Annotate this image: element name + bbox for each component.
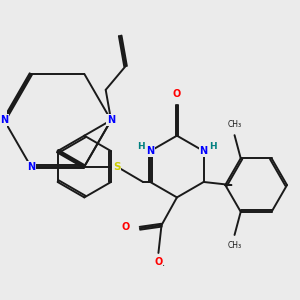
Text: CH₃: CH₃ — [227, 120, 242, 129]
Text: CH₃: CH₃ — [227, 241, 242, 250]
Text: O: O — [154, 257, 163, 267]
Text: N: N — [107, 115, 115, 125]
Text: N: N — [146, 146, 154, 156]
Text: S: S — [113, 161, 121, 172]
Text: H: H — [137, 142, 145, 151]
Text: H: H — [209, 142, 217, 151]
Text: O: O — [173, 89, 181, 99]
Text: N: N — [200, 146, 208, 156]
Text: N: N — [0, 115, 8, 125]
Text: N: N — [27, 161, 35, 172]
Text: O: O — [122, 222, 130, 232]
